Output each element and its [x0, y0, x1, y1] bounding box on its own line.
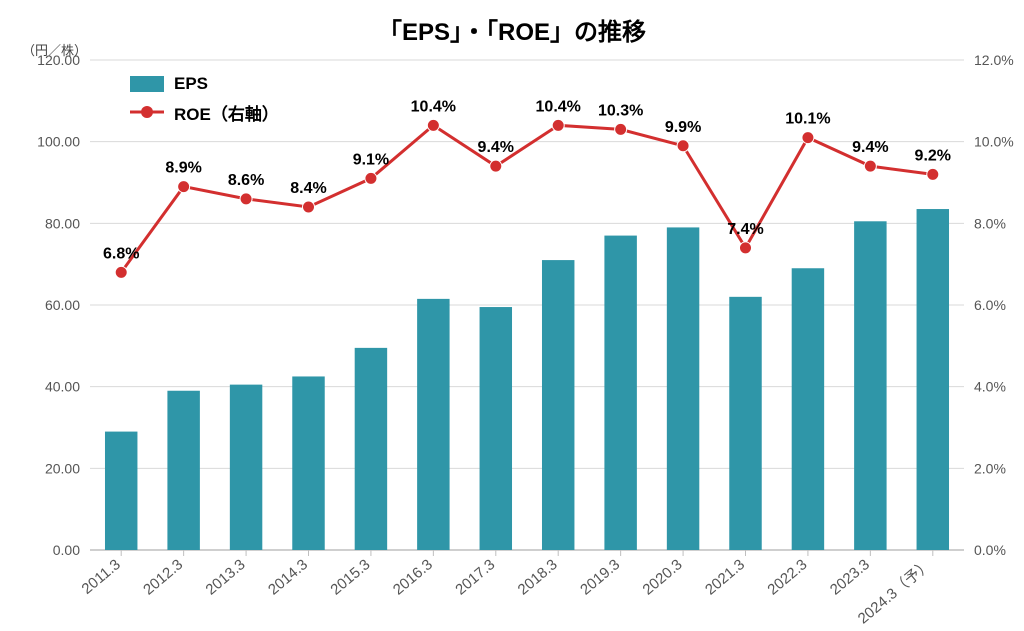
roe-value-label: 7.4%: [727, 221, 763, 238]
x-tick-label: 2012.3: [140, 556, 186, 599]
bar-icon: [130, 76, 164, 92]
roe-value-label: 8.9%: [165, 160, 201, 177]
y-right-tick-label: 6.0%: [974, 297, 1006, 313]
roe-value-label: 10.4%: [536, 98, 581, 115]
roe-marker: [677, 140, 689, 152]
roe-marker: [115, 266, 127, 278]
y-right-tick-label: 10.0%: [974, 134, 1014, 150]
eps-bar: [292, 376, 324, 550]
x-tick-label: 2021.3: [702, 556, 748, 599]
y-left-tick-label: 80.00: [45, 215, 80, 231]
eps-bar: [917, 209, 949, 550]
y-left-tick-label: 40.00: [45, 379, 80, 395]
y-axis-unit-label: （円／株）: [22, 40, 87, 59]
roe-value-label: 9.9%: [665, 119, 701, 136]
roe-value-label: 8.6%: [228, 172, 264, 189]
line-marker-icon: [130, 104, 164, 120]
y-left-tick-label: 0.00: [53, 542, 80, 558]
roe-marker: [490, 160, 502, 172]
eps-bar: [792, 268, 824, 550]
eps-bar: [230, 385, 262, 550]
roe-value-label: 6.8%: [103, 245, 139, 262]
roe-marker: [303, 201, 315, 213]
chart-title: 「EPS」・「ROE」の推移: [0, 12, 1024, 47]
roe-value-label: 9.4%: [852, 139, 888, 156]
x-tick-label: 2014.3: [265, 556, 311, 599]
eps-bar: [604, 236, 636, 550]
eps-bar: [355, 348, 387, 550]
eps-bar: [167, 391, 199, 550]
legend-item-eps: EPS: [130, 70, 279, 98]
x-tick-label: 2019.3: [577, 556, 623, 599]
eps-bar: [105, 432, 137, 550]
x-tick-label: 2018.3: [515, 556, 561, 599]
roe-marker: [802, 132, 814, 144]
x-tick-label: 2015.3: [327, 556, 373, 599]
roe-value-label: 9.4%: [478, 139, 514, 156]
roe-marker: [927, 168, 939, 180]
roe-value-label: 8.4%: [290, 180, 326, 197]
roe-marker: [740, 242, 752, 254]
y-left-tick-label: 20.00: [45, 460, 80, 476]
eps-bar: [542, 260, 574, 550]
roe-marker: [365, 172, 377, 184]
roe-marker: [615, 123, 627, 135]
roe-value-label: 9.1%: [353, 151, 389, 168]
y-right-tick-label: 0.0%: [974, 542, 1006, 558]
roe-marker: [864, 160, 876, 172]
roe-value-label: 10.4%: [411, 98, 456, 115]
eps-roe-chart: 「EPS」・「ROE」の推移 （円／株） 0.00 0.0% 20.00 2.0% 40…: [0, 0, 1024, 631]
eps-bar: [667, 227, 699, 550]
y-left-tick-label: 100.00: [37, 134, 80, 150]
y-right-tick-label: 2.0%: [974, 460, 1006, 476]
legend-item-roe: ROE（右軸）: [130, 98, 279, 126]
eps-bar: [480, 307, 512, 550]
legend: EPS ROE（右軸）: [130, 70, 279, 126]
y-right-tick-label: 8.0%: [974, 215, 1006, 231]
roe-marker: [427, 119, 439, 131]
y-left-tick-label: 60.00: [45, 297, 80, 313]
y-right-tick-label: 12.0%: [974, 52, 1014, 68]
roe-value-label: 9.2%: [915, 147, 951, 164]
roe-marker: [552, 119, 564, 131]
roe-marker: [240, 193, 252, 205]
roe-value-label: 10.3%: [598, 102, 643, 119]
x-tick-label: 2020.3: [640, 556, 686, 599]
roe-value-label: 10.1%: [785, 111, 830, 128]
eps-bar: [854, 221, 886, 550]
x-tick-label: 2013.3: [203, 556, 249, 599]
x-tick-label: 2011.3: [79, 556, 124, 598]
legend-label-roe: ROE（右軸）: [174, 100, 279, 125]
x-tick-label: 2017.3: [452, 556, 498, 599]
x-tick-label: 2022.3: [764, 556, 810, 599]
x-tick-label: 2023.3: [827, 556, 873, 599]
roe-marker: [178, 181, 190, 193]
eps-bar: [417, 299, 449, 550]
eps-bar: [729, 297, 761, 550]
x-tick-label: 2016.3: [390, 556, 436, 599]
legend-label-eps: EPS: [174, 74, 208, 94]
y-right-tick-label: 4.0%: [974, 379, 1006, 395]
